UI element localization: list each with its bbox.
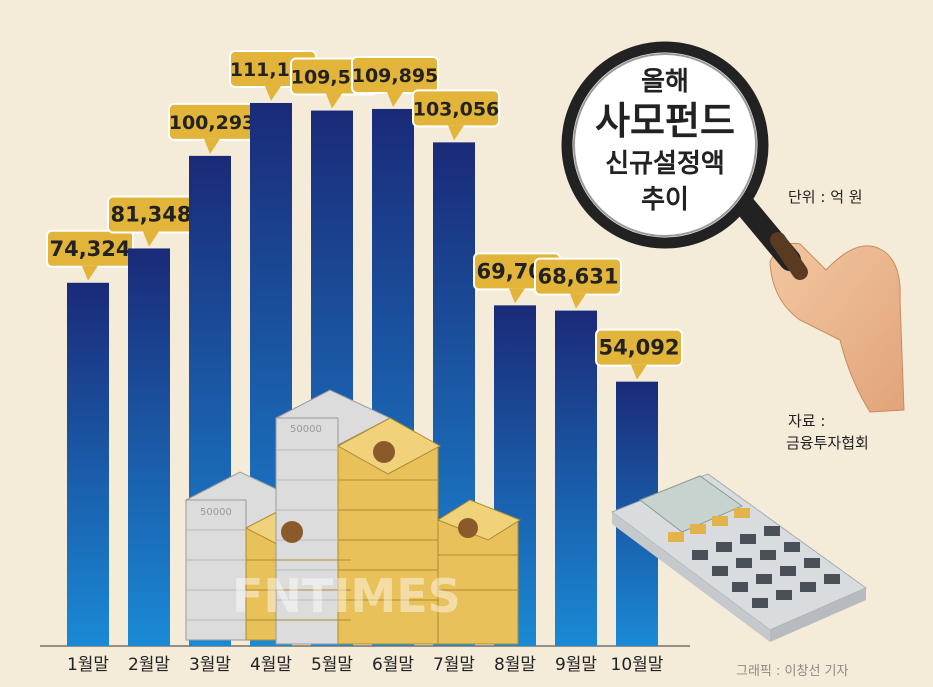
value-label-2: 81,348	[110, 202, 191, 226]
x-tick-label-1: 1월말	[67, 655, 109, 675]
x-tick-label-2: 2월말	[128, 655, 170, 675]
source-name: 금융투자협회	[786, 434, 869, 452]
x-tick-label-3: 3월말	[189, 655, 231, 675]
value-label-1: 74,324	[49, 237, 130, 261]
watermark: FNTIMES	[232, 569, 461, 623]
bar-1	[67, 282, 109, 646]
x-tick-label-4: 4월말	[250, 655, 292, 675]
hand-illustration	[769, 242, 905, 413]
value-callout-9: 68,631	[534, 257, 622, 309]
x-tick-label-7: 7월말	[433, 655, 475, 675]
bar-2	[128, 248, 170, 646]
magnifier-icon	[561, 41, 808, 280]
svg-text:50000: 50000	[290, 424, 322, 435]
title-line-4: 추이	[641, 185, 689, 215]
x-tick-label-5: 5월말	[311, 655, 353, 675]
value-callout-6: 109,895	[351, 55, 439, 107]
calculator-icon	[610, 473, 868, 642]
value-label-6: 109,895	[352, 65, 439, 87]
value-callout-7: 103,056	[412, 89, 500, 141]
bar-9	[555, 310, 597, 646]
value-callout-3: 100,293	[168, 102, 256, 154]
value-label-10: 54,092	[598, 336, 679, 360]
x-tick-label-6: 6월말	[372, 655, 414, 675]
value-callout-2: 81,348	[107, 195, 195, 247]
svg-text:50000: 50000	[200, 507, 232, 518]
x-tick-label-9: 9월말	[555, 655, 597, 675]
title-line-1: 올해	[641, 67, 689, 97]
x-tick-label-8: 8월말	[494, 655, 536, 675]
x-tick-label-10: 10월말	[611, 655, 664, 675]
graphic-credit: 그래픽 : 이창선 기자	[736, 664, 849, 679]
title-line-3: 신규설정액	[605, 149, 725, 179]
cash-stack-illustration: 50000 50000	[184, 389, 522, 645]
value-label-3: 100,293	[169, 112, 256, 134]
value-callout-10: 54,092	[595, 328, 683, 380]
title-line-2: 사모펀드	[595, 99, 735, 143]
value-callout-1: 74,324	[46, 229, 134, 281]
source-title: 자료 :	[788, 412, 826, 430]
unit-label: 단위 : 억 원	[788, 188, 863, 206]
value-label-7: 103,056	[413, 98, 500, 120]
value-label-9: 68,631	[537, 265, 618, 289]
